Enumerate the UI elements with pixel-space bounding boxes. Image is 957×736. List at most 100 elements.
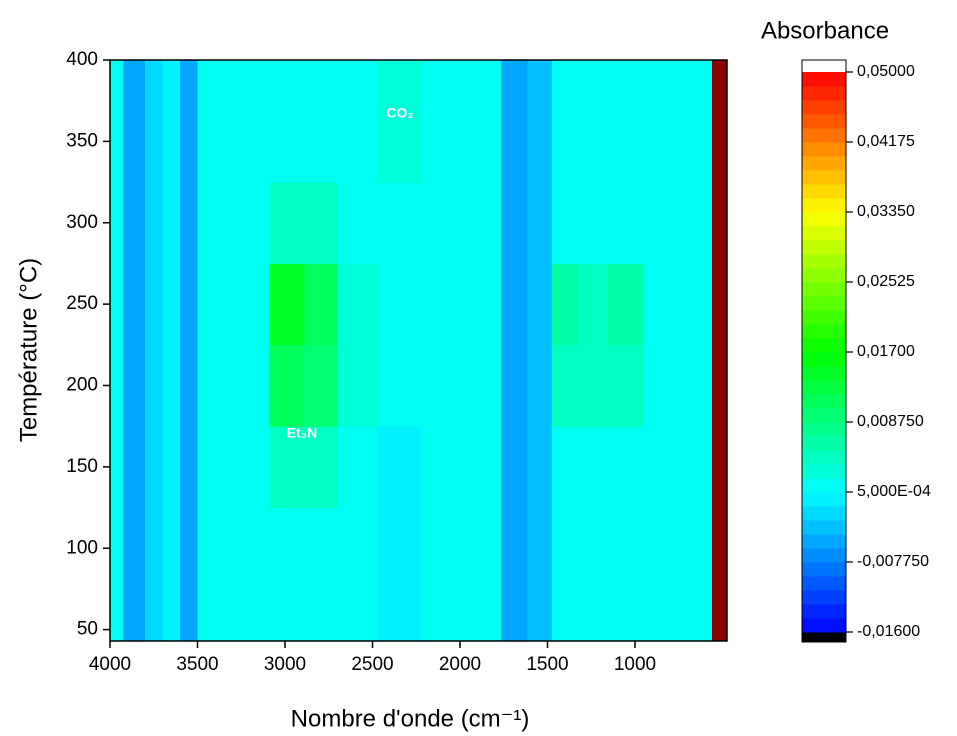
heat-cell <box>420 60 465 102</box>
colorbar-band <box>802 296 846 311</box>
heat-cell <box>501 182 528 264</box>
y-tick-label: 350 <box>66 130 98 151</box>
heat-cell <box>228 344 270 427</box>
heat-cell <box>551 263 579 346</box>
heat-cell <box>304 100 338 183</box>
colorbar-band <box>802 380 846 395</box>
y-tick-label: 200 <box>66 375 98 396</box>
heat-cell <box>607 60 644 102</box>
heat-cell <box>162 100 181 183</box>
heat-cell <box>123 60 146 102</box>
heat-cell <box>197 263 229 346</box>
heat-cell <box>420 263 465 346</box>
colorbar-band <box>802 198 846 213</box>
heat-cell <box>228 60 270 102</box>
heat-cell <box>228 263 270 346</box>
heat-cell <box>145 588 163 642</box>
colorbar-band <box>802 492 846 507</box>
heat-cell <box>551 344 579 427</box>
heat-cell <box>337 507 378 590</box>
heat-cell <box>180 426 198 509</box>
heat-cell <box>683 60 713 102</box>
heat-cell <box>578 60 609 102</box>
heat-cell <box>269 100 305 183</box>
heat-cell <box>464 588 502 642</box>
heat-cell <box>683 182 713 264</box>
heat-cell <box>607 344 644 427</box>
y-tick-label: 50 <box>77 619 98 640</box>
heat-cell <box>228 588 270 642</box>
colorbar-tick-label: 0,008750 <box>857 413 924 430</box>
colorbar-band <box>802 170 846 185</box>
heat-cell <box>642 182 684 264</box>
heat-cell <box>464 507 502 590</box>
heat-cell <box>527 426 553 509</box>
heat-cell <box>607 588 644 642</box>
heat-cell <box>123 263 146 346</box>
colorbar-band <box>802 450 846 465</box>
heat-cell <box>527 60 553 102</box>
heat-cell <box>197 60 229 102</box>
x-tick-label: 2500 <box>351 654 393 675</box>
colorbar-tick-label: 5,000E-04 <box>857 483 931 500</box>
heat-cell <box>376 426 422 509</box>
heat-cell <box>337 588 378 642</box>
heat-cell <box>304 182 338 264</box>
plot-frame <box>109 59 728 642</box>
y-tick-label: 400 <box>66 49 98 70</box>
heat-cell <box>376 100 422 183</box>
heat-cell <box>578 263 609 346</box>
heat-cell <box>501 100 528 183</box>
heat-cell <box>501 426 528 509</box>
colorbar-tick-label: 0,05000 <box>857 63 915 80</box>
heat-cell <box>197 588 229 642</box>
heat-cell <box>110 588 124 642</box>
heat-cell <box>145 263 163 346</box>
heat-cell <box>501 263 528 346</box>
heat-cell <box>683 507 713 590</box>
colorbar-band <box>802 226 846 241</box>
colorbar-tick-label: -0,01600 <box>857 623 920 640</box>
heat-cell <box>607 100 644 183</box>
heat-cell <box>642 344 684 427</box>
heat-cell <box>464 426 502 509</box>
colorbar-band <box>802 128 846 143</box>
heat-cell <box>578 100 609 183</box>
colorbar-band <box>802 520 846 535</box>
y-tick-label: 150 <box>66 456 98 477</box>
colorbar-band <box>802 478 846 493</box>
heat-cell <box>228 100 270 183</box>
annotation: CO₂ <box>386 105 413 121</box>
colorbar-tick-label: 0,02525 <box>857 273 915 290</box>
colorbar-band <box>802 352 846 367</box>
heat-cell <box>269 182 305 264</box>
heat-cell <box>228 182 270 264</box>
heat-cell <box>180 60 198 102</box>
heat-cell <box>180 344 198 427</box>
heat-cell <box>269 507 305 590</box>
heat-cell <box>304 263 338 346</box>
heat-cell <box>197 426 229 509</box>
colorbar-band <box>802 310 846 325</box>
heat-cell <box>551 60 579 102</box>
heat-cell <box>110 100 124 183</box>
y-tick-label: 300 <box>66 212 98 233</box>
colorbar-band <box>802 240 846 255</box>
heat-cell <box>464 100 502 183</box>
colorbar-band <box>802 282 846 297</box>
colorbar-band <box>802 366 846 381</box>
heat-cell <box>197 507 229 590</box>
heat-cell <box>420 588 465 642</box>
heat-cell <box>304 507 338 590</box>
colorbar-band <box>802 72 846 87</box>
heat-cell <box>607 182 644 264</box>
heat-cell <box>110 60 124 102</box>
heat-cell <box>110 344 124 427</box>
colorbar-band <box>802 338 846 353</box>
heat-cell <box>162 344 181 427</box>
colorbar-band <box>802 156 846 171</box>
heat-cell <box>551 507 579 590</box>
heat-cell <box>180 182 198 264</box>
colorbar-band <box>802 506 846 521</box>
colorbar-band <box>802 548 846 563</box>
